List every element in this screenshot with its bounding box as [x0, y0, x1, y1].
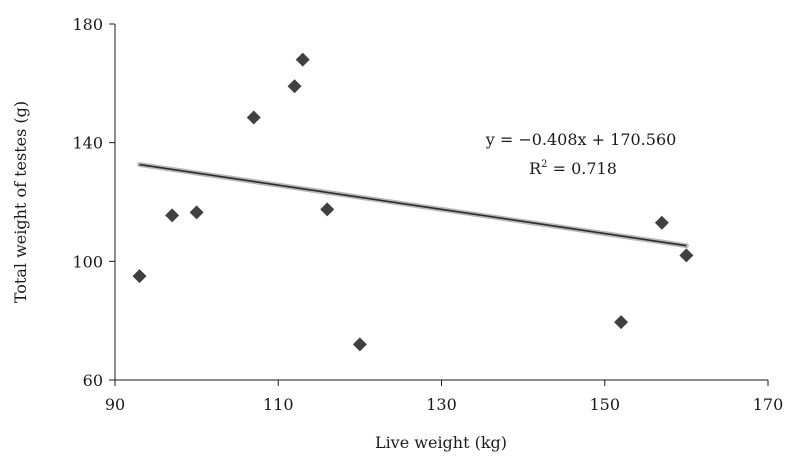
data-point — [189, 205, 204, 220]
x-tick-label: 90 — [105, 395, 125, 414]
data-point — [654, 215, 669, 230]
x-tick-label: 150 — [589, 395, 620, 414]
data-point — [679, 248, 694, 263]
ticks: 90 110 130 150 170 60 100 140 180 — [72, 15, 783, 414]
data-point — [320, 202, 335, 217]
y-tick-label: 100 — [72, 252, 103, 271]
data-point — [352, 337, 367, 352]
x-tick-label: 170 — [753, 395, 784, 414]
axes — [114, 24, 768, 381]
y-axis-label: Total weight of testes (g) — [11, 101, 30, 303]
data-point — [165, 208, 180, 223]
trendline-group — [136, 162, 689, 249]
data-point — [132, 269, 147, 284]
y-tick-label: 60 — [83, 371, 103, 390]
data-point — [246, 110, 261, 125]
data-points — [132, 52, 694, 352]
data-point — [614, 315, 629, 330]
x-tick-label: 130 — [426, 395, 457, 414]
trendline-equation: y = −0.408x + 170.560 — [485, 130, 677, 149]
x-tick-label: 110 — [263, 395, 294, 414]
r-squared-label: R2 = 0.718 — [529, 159, 617, 178]
data-point — [295, 52, 310, 67]
x-axis-label: Live weight (kg) — [375, 433, 507, 452]
y-tick-label: 140 — [72, 134, 103, 153]
trendline — [139, 163, 687, 247]
y-tick-label: 180 — [72, 15, 103, 34]
data-point — [287, 79, 302, 94]
